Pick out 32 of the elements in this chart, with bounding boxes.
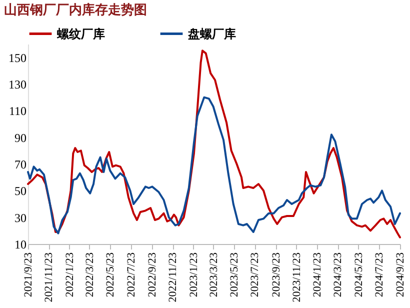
line-series <box>27 50 401 238</box>
x-tick-label: 2024/7/23 <box>373 252 386 298</box>
y-tick-label: 70 <box>14 158 26 172</box>
y-tick-label: 110 <box>8 104 26 118</box>
x-tick-label: 2021/11/23 <box>43 252 56 302</box>
x-tick-label: 2022/5/23 <box>104 252 117 298</box>
x-tick-label: 2021/9/23 <box>22 252 34 298</box>
x-tick-label: 2022/9/23 <box>146 252 158 298</box>
x-tick-label: 2022/3/23 <box>84 252 96 298</box>
line-series <box>27 96 401 234</box>
x-tick-label: 2023/1/23 <box>188 252 200 298</box>
x-tick-label: 2024/5/23 <box>352 252 365 298</box>
y-tick-label: 10 <box>14 238 26 252</box>
x-tick-label: 2023/5/23 <box>228 252 241 298</box>
x-tick-label: 2023/11/23 <box>290 252 303 302</box>
y-tick-label: 90 <box>14 130 26 145</box>
x-tick-label: 2023/7/23 <box>249 252 262 298</box>
x-tick-label: 2023/3/23 <box>208 252 220 298</box>
legend-label: 螺纹厂库 <box>56 26 105 41</box>
legend-label: 盘螺厂库 <box>187 26 236 41</box>
x-tick-label: 2022/1/23 <box>64 252 76 298</box>
y-tick-label: 150 <box>8 50 26 65</box>
x-tick-label: 2023/9/23 <box>270 252 282 298</box>
y-tick-label: 130 <box>8 78 26 92</box>
x-tick-label: 2022/11/23 <box>167 252 180 302</box>
y-tick-label: 50 <box>14 184 26 198</box>
y-tick-label: 30 <box>14 210 26 225</box>
chart-title: 山西钢厂厂内库存走势图 <box>4 2 147 17</box>
x-tick-label: 2024/1/23 <box>312 252 324 298</box>
x-tick-label: 2024/9/23 <box>394 252 406 298</box>
x-tick-label: 2024/3/23 <box>332 252 344 298</box>
x-tick-label: 2022/7/23 <box>125 252 138 298</box>
